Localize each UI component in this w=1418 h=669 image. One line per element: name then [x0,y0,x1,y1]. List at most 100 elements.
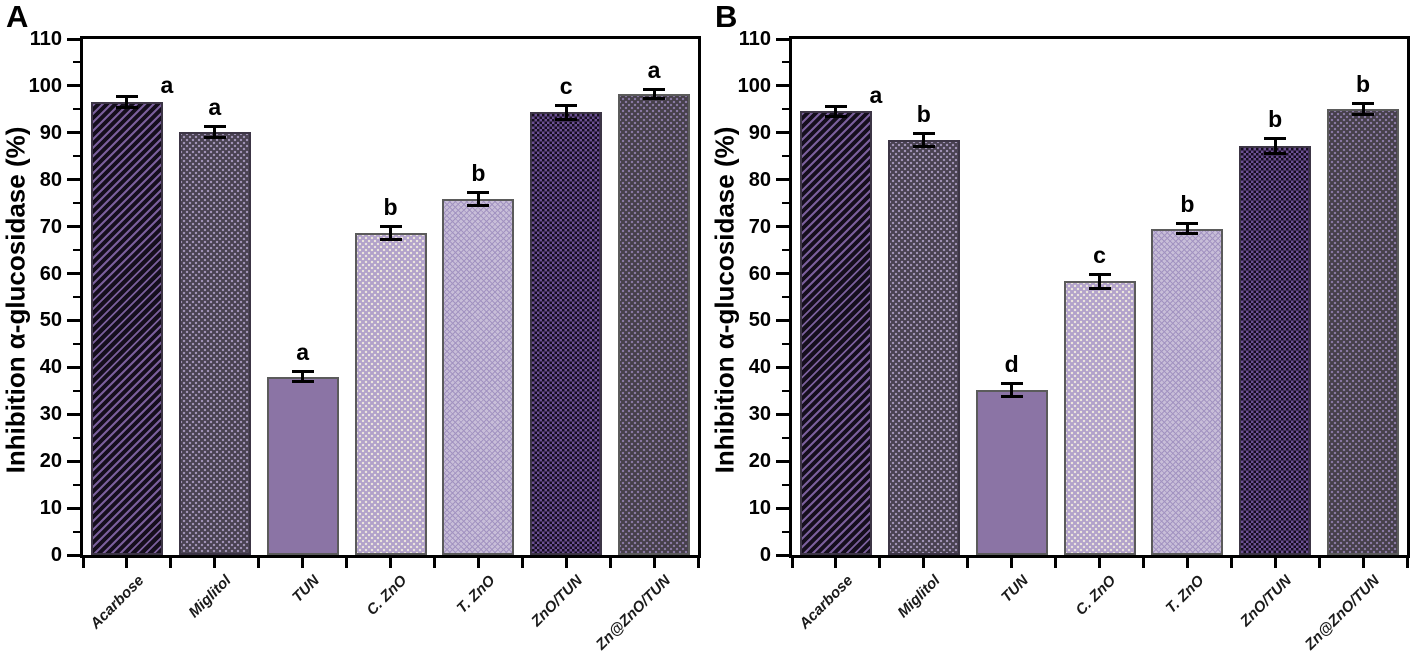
y-major-tick [776,459,789,463]
y-minor-tick [782,483,789,486]
y-tick-label: 80 [748,168,771,191]
y-major-tick [776,365,789,369]
y-tick-label: 90 [748,121,771,144]
y-tick-label: 60 [39,262,62,285]
y-tick-label: 50 [748,309,771,332]
x-tick [1054,558,1058,568]
y-tick-label: 30 [748,403,771,426]
y-major-tick [776,412,789,416]
y-minor-tick [782,296,789,298]
x-tick [878,558,882,568]
y-minor-tick [73,436,80,439]
error-bar-cap-bottom [824,114,847,118]
error-bar-cap-top [824,104,847,108]
x-tick [169,558,173,568]
error-bar [476,192,480,207]
x-tick [696,558,700,568]
x-tick [834,558,838,568]
y-minor-tick [73,342,80,345]
error-bar-cap-top [912,131,935,135]
error-bar-cap-bottom [1176,232,1199,236]
error-bar-cap-top [1000,381,1023,385]
significance-letter: b [383,193,398,220]
x-tick [389,558,392,568]
significance-letter: b [471,160,486,187]
x-tick [432,558,436,568]
y-major-tick [776,318,789,322]
significance-letter: c [1093,241,1106,268]
y-minor-tick [73,249,80,252]
x-tick-label: Zn@ZnO/TUN [1301,572,1384,654]
bar-c-zno [354,232,427,555]
significance-letter: b [916,100,931,127]
x-tick [345,558,349,568]
bar-tun [266,376,339,555]
x-tick-label: Miglitol [894,572,944,622]
error-bar-cap-bottom [643,97,666,101]
y-minor-tick [782,61,789,64]
y-major-tick [67,178,80,182]
y-tick-label: 0 [759,544,771,566]
error-bar-cap-bottom [467,204,490,208]
bar-tun [975,389,1048,555]
x-tick [652,558,656,568]
significance-letter: a [647,56,661,83]
y-major-tick [67,553,80,557]
x-tick [125,558,129,568]
error-bar [922,132,926,147]
y-major-tick [776,225,789,229]
y-tick-label: 100 [28,74,62,97]
y-tick-label: 110 [29,28,62,50]
error-bar-cap-top [115,95,138,99]
y-minor-tick [73,483,80,486]
x-tick [564,558,568,568]
y-minor-tick [73,530,80,533]
y-minor-tick [73,61,80,64]
x-tick-label: Acarbose [795,572,856,633]
y-minor-tick [73,389,80,392]
bar-t-zno [442,199,515,555]
y-major-tick [776,37,789,41]
x-tick [1361,558,1365,568]
panel-a-label: A [6,0,29,34]
y-major-tick [67,318,80,322]
bar-miglitol [178,131,251,555]
y-tick-label: 110 [738,28,771,50]
error-bar-cap-top [1264,136,1287,140]
x-tick [1010,558,1014,568]
significance-letter: d [1004,350,1019,377]
error-bar [1361,103,1365,116]
error-bar [834,105,838,117]
significance-letter: a [208,94,222,121]
x-tick-label: ZnO/TUN [1237,572,1296,630]
y-tick-label: 60 [748,262,771,285]
y-minor-tick [782,436,789,439]
error-bar-cap-top [1176,221,1199,225]
y-tick-label: 50 [39,309,62,332]
error-bar-cap-top [1352,102,1375,106]
bar-c-zno [1063,281,1136,555]
error-bar [213,126,217,138]
x-tick-label: TUN [997,572,1032,606]
error-bar-cap-top [203,125,226,129]
x-tick-label: Acarbose [86,572,147,633]
y-minor-tick [782,249,789,252]
x-tick [1185,558,1189,568]
x-tick-label: Miglitol [185,572,235,622]
x-tick [81,558,85,568]
y-minor-tick [782,389,789,392]
y-major-tick [776,272,789,276]
panel-b: B Inhibition α-glucosidase (%) 0 10 20 30 40… [709,0,1418,669]
y-major-tick [67,365,80,369]
y-major-tick [67,506,80,510]
panel-a: A Inhibition α-glucosidase (%) 0 10 20 30 40… [1,0,701,653]
significance-letter: a [296,339,310,366]
bar-miglitol [887,139,960,555]
error-bar-cap-top [291,370,314,374]
error-bar [1273,137,1277,154]
y-tick-label: 40 [748,356,771,379]
bar-zno-tun [1239,145,1312,555]
error-bar [564,104,568,120]
error-bar-cap-top [467,191,490,195]
y-major-tick [776,84,789,88]
